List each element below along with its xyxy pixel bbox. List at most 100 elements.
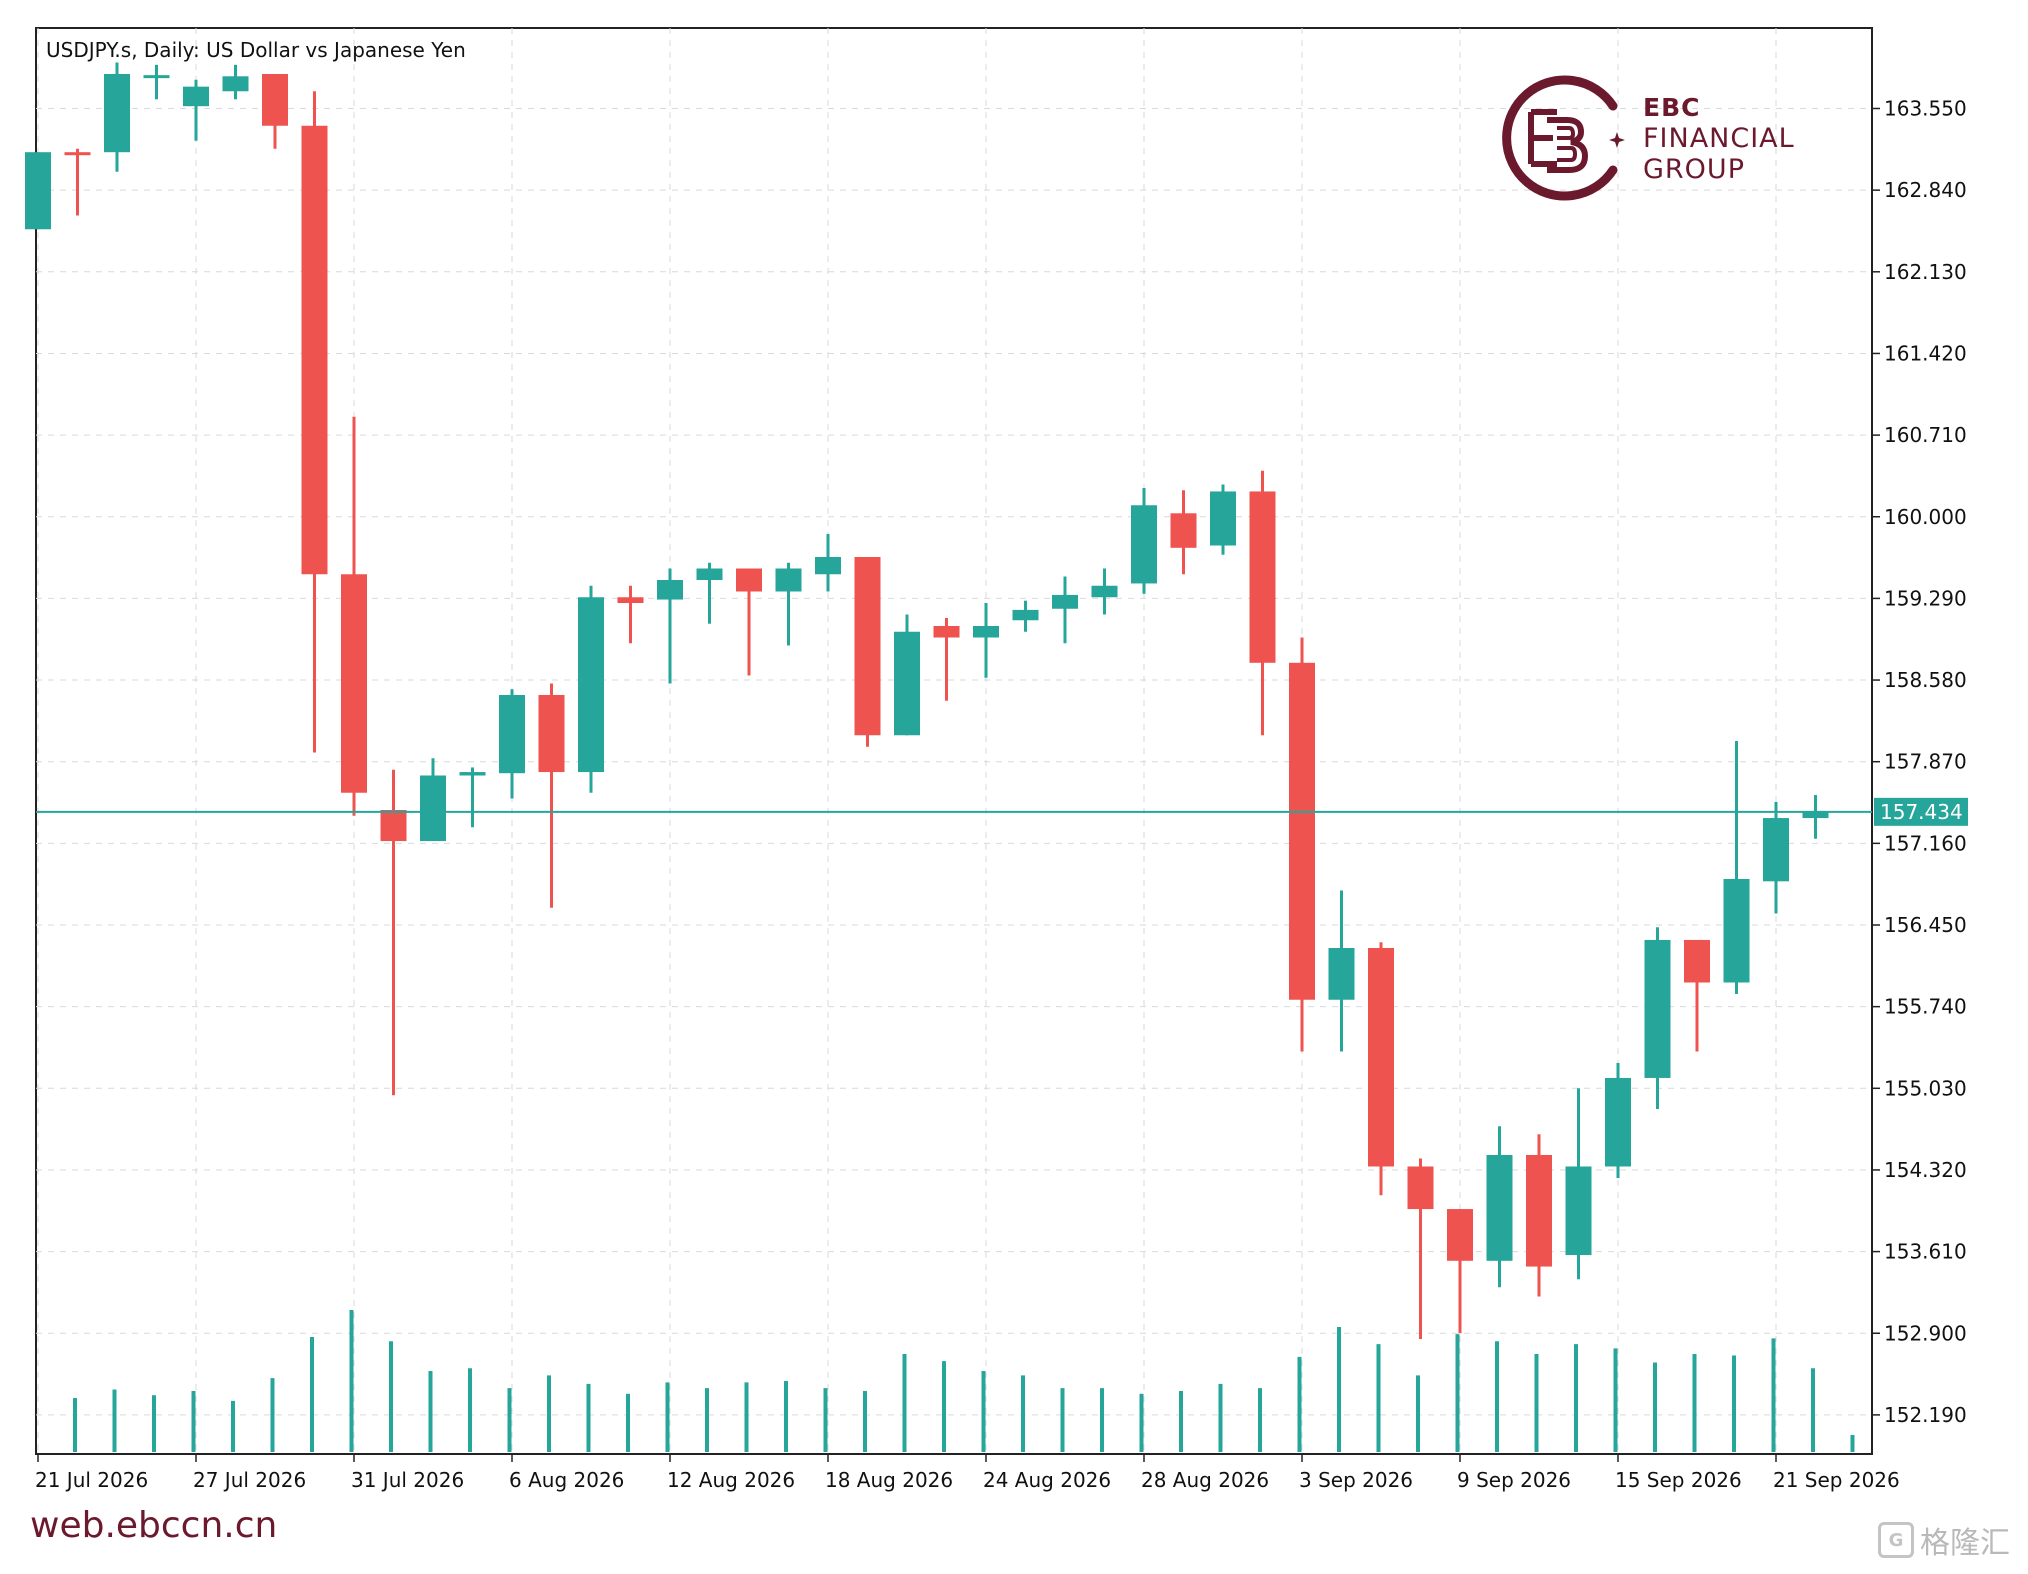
candle-body [1170, 513, 1197, 548]
y-tick-label: 160.710 [1884, 423, 1967, 447]
candle-body [222, 76, 249, 92]
candle-body [1210, 491, 1236, 546]
x-tick-label: 31 Jul 2026 [351, 1468, 464, 1492]
y-tick-label: 159.290 [1884, 586, 1967, 610]
candle [1249, 470, 1276, 736]
candle-body [1012, 609, 1039, 621]
candle [341, 416, 367, 816]
candle-body [1763, 818, 1789, 882]
candle [183, 79, 209, 141]
ebc-logo: EBC FINANCIAL GROUP [1495, 72, 1795, 204]
candle-body [1605, 1077, 1631, 1167]
y-tick-label: 155.740 [1884, 995, 1967, 1019]
x-tick-label: 21 Sep 2026 [1773, 1468, 1900, 1492]
candle [64, 148, 91, 216]
x-tick-label: 21 Jul 2026 [35, 1468, 148, 1492]
candle-body [815, 557, 841, 575]
candle [815, 534, 841, 592]
candle-body [973, 626, 999, 638]
candle-body [1565, 1166, 1592, 1256]
volume-bars [73, 1310, 1855, 1452]
candle-body [420, 775, 446, 842]
candle [1605, 1063, 1631, 1178]
candle-body [1091, 585, 1118, 598]
candle [1091, 568, 1118, 615]
candle-body [657, 580, 683, 600]
x-tick-label: 12 Aug 2026 [667, 1468, 795, 1492]
gelonghui-icon: G [1878, 1522, 1914, 1558]
price-axis[interactable]: 163.550 162.840 162.130 161.420 160.710 160.0… [1872, 97, 1967, 1427]
y-tick-label: 163.550 [1884, 97, 1967, 121]
candle [1565, 1088, 1592, 1280]
candle-body [854, 557, 881, 736]
candle-body [25, 152, 51, 230]
y-tick-label: 162.840 [1884, 178, 1967, 202]
ebc-logo-icon [1502, 75, 1625, 201]
y-tick-label: 155.030 [1884, 1076, 1967, 1100]
candle [1052, 576, 1078, 644]
candle-body [183, 86, 209, 107]
candle-body [578, 597, 604, 773]
candle [25, 152, 51, 230]
x-tick-label: 6 Aug 2026 [509, 1468, 624, 1492]
candle-body [1289, 662, 1315, 1000]
candle [1684, 939, 1710, 1052]
candle-body [143, 75, 170, 79]
candle [1328, 890, 1355, 1052]
candle-body [104, 74, 130, 153]
candles [25, 62, 1829, 1339]
candle [894, 614, 920, 736]
y-tick-label: 152.190 [1884, 1403, 1967, 1427]
candle-body [1249, 491, 1276, 663]
candle [1210, 484, 1236, 555]
candle [1723, 741, 1750, 994]
candle [1802, 795, 1829, 839]
candle [222, 64, 249, 100]
y-tick-label: 158.580 [1884, 668, 1967, 692]
candle [1368, 942, 1394, 1196]
current-price-tag [1874, 797, 1968, 826]
candle-body [1684, 939, 1710, 983]
candle [104, 62, 130, 172]
candle [1526, 1134, 1552, 1297]
candle-body [1368, 948, 1394, 1167]
candle-body [1723, 879, 1750, 983]
logo-line-1: EBC [1643, 92, 1701, 122]
candle-body [1052, 594, 1078, 609]
candle [617, 585, 644, 644]
candle [578, 585, 604, 793]
y-tick-label: 162.130 [1884, 260, 1967, 284]
candle-body [64, 152, 91, 156]
candle-body [1526, 1155, 1552, 1267]
candle [380, 769, 407, 1096]
candle [143, 64, 170, 100]
candle-body [538, 695, 565, 773]
y-tick-label: 152.900 [1884, 1321, 1967, 1345]
candle [736, 568, 762, 676]
candle [459, 767, 486, 828]
candle [1447, 1209, 1473, 1334]
x-tick-label: 15 Sep 2026 [1615, 1468, 1742, 1492]
candle [1763, 801, 1789, 914]
candle-body [1644, 939, 1671, 1078]
x-tick-label: 28 Aug 2026 [1141, 1468, 1269, 1492]
x-tick-label: 18 Aug 2026 [825, 1468, 953, 1492]
footer-url[interactable]: web.ebccn.cn [30, 1505, 278, 1546]
candle-body [1447, 1209, 1473, 1261]
candle [301, 91, 328, 753]
candle [1131, 488, 1157, 594]
candle [1289, 637, 1315, 1052]
candle-body [1328, 948, 1355, 1000]
candle [1012, 600, 1039, 632]
logo-line-3: GROUP [1643, 153, 1745, 185]
candle-body [933, 626, 960, 638]
x-tick-label: 3 Sep 2026 [1299, 1468, 1413, 1492]
y-tick-label: 154.320 [1884, 1158, 1967, 1182]
candle [1407, 1158, 1434, 1339]
chart-title: USDJPY.s, Daily: US Dollar vs Japanese Y… [46, 38, 466, 62]
candle-body [1486, 1155, 1513, 1261]
candle-body [301, 125, 328, 575]
date-axis[interactable]: 21 Jul 2026 27 Jul 2026 31 Jul 2026 6 Aug 2… [35, 1454, 1900, 1492]
y-tick-label: 161.420 [1884, 341, 1967, 365]
